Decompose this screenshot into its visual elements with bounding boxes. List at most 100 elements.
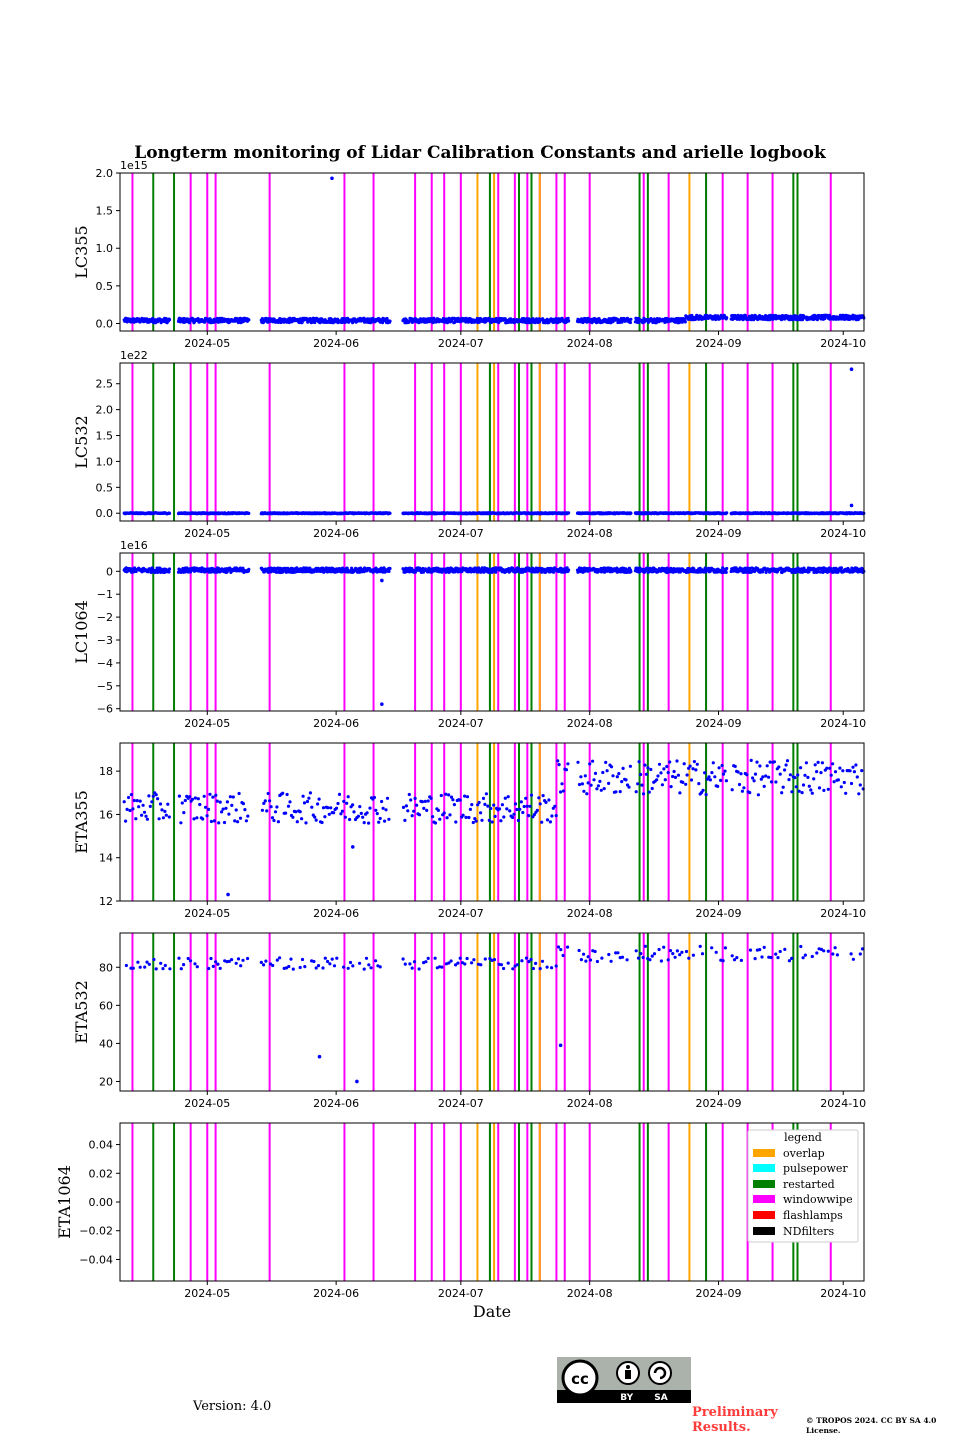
- data-point: [554, 814, 558, 818]
- data-point: [579, 775, 583, 779]
- subplot-lc355: 2024-05 2024-06 2024-07 2024-08 2024-09 2024-…: [72, 159, 866, 350]
- data-point: [177, 794, 181, 798]
- data-point: [142, 810, 147, 814]
- data-point: [483, 802, 487, 807]
- x-tick-label: 2024-07: [438, 337, 484, 350]
- event-lines: [131, 173, 832, 331]
- data-point: [458, 798, 462, 802]
- data-point: [516, 818, 521, 823]
- data-point: [246, 814, 250, 818]
- data-point: [343, 815, 347, 819]
- data-point: [602, 787, 606, 791]
- data-point: [596, 784, 601, 788]
- data-point: [797, 789, 801, 793]
- data-point: [259, 960, 263, 965]
- x-tick-label: 2024-06: [313, 907, 359, 920]
- data-point: [442, 811, 446, 815]
- data-point: [480, 818, 484, 822]
- data-point: [599, 788, 603, 792]
- data-point: [802, 566, 806, 570]
- data-point: [602, 570, 607, 574]
- data-point: [413, 796, 417, 801]
- x-tick-label: 2024-07: [438, 907, 484, 920]
- data-point: [448, 813, 452, 817]
- data-point: [855, 775, 859, 779]
- data-point: [161, 967, 165, 971]
- data-point: [708, 778, 713, 782]
- data-point: [721, 566, 725, 570]
- data-point: [717, 766, 721, 770]
- data-point: [595, 787, 599, 791]
- data-point: [125, 320, 129, 324]
- data-point: [380, 799, 384, 804]
- data-point: [772, 760, 777, 764]
- x-tick-label: 2024-10: [820, 527, 866, 540]
- data-point: [404, 804, 408, 808]
- data-point: [150, 800, 154, 804]
- data-point: [806, 775, 810, 780]
- data-point: [694, 768, 698, 772]
- data-point: [332, 811, 336, 815]
- data-point: [204, 805, 208, 809]
- x-tick-label: 2024-08: [567, 337, 613, 350]
- data-point: [695, 762, 699, 766]
- data-point: [561, 789, 566, 793]
- data-point: [697, 782, 701, 786]
- data-point: [567, 568, 571, 572]
- data-point: [794, 785, 798, 789]
- data-point: [164, 813, 168, 817]
- data-point: [144, 814, 148, 818]
- data-point: [733, 764, 737, 769]
- data-point: [209, 956, 213, 961]
- data-point: [783, 768, 787, 772]
- data-point: [295, 820, 299, 824]
- data-point: [552, 570, 556, 574]
- data-point: [582, 789, 586, 793]
- data-point: [125, 807, 129, 812]
- data-point: [627, 785, 631, 789]
- data-point: [281, 791, 285, 795]
- data-point: [247, 318, 251, 322]
- data-point: [455, 566, 459, 570]
- data-point: [621, 766, 625, 771]
- data-point: [618, 790, 622, 794]
- data-point: [326, 806, 330, 810]
- data-point: [220, 810, 224, 814]
- data-point: [730, 788, 734, 792]
- data-point: [817, 786, 822, 790]
- data-point: [583, 774, 587, 778]
- data-point: [749, 318, 753, 322]
- data-point: [246, 956, 250, 961]
- data-point: [528, 804, 532, 808]
- data-point: [372, 795, 376, 800]
- data-point: [810, 791, 814, 795]
- data-point: [122, 800, 126, 804]
- data-point: [124, 963, 128, 968]
- x-tick-label: 2024-09: [696, 527, 742, 540]
- data-point: [669, 785, 673, 789]
- data-point: [832, 780, 836, 784]
- data-point: [788, 773, 793, 777]
- data-point: [564, 768, 569, 772]
- data-point: [225, 960, 229, 964]
- data-point: [598, 779, 602, 784]
- data-point: [689, 778, 694, 782]
- data-point: [537, 796, 541, 800]
- data-point: [284, 811, 288, 815]
- data-point: [304, 821, 308, 825]
- data-point: [796, 773, 800, 777]
- data-point: [477, 320, 481, 324]
- data-point: [129, 793, 133, 797]
- data-point: [535, 808, 539, 813]
- y-tick-label: −1: [97, 588, 113, 601]
- data-point: [704, 793, 708, 797]
- data-point: [134, 817, 138, 821]
- data-point: [233, 819, 237, 823]
- data-point: [673, 775, 678, 780]
- data-point: [649, 767, 653, 772]
- data-point: [241, 958, 245, 962]
- data-point: [147, 794, 151, 798]
- x-tick-label: 2024-10: [820, 717, 866, 730]
- y-tick-label: 1.5: [96, 430, 114, 443]
- event-lines: [131, 553, 832, 711]
